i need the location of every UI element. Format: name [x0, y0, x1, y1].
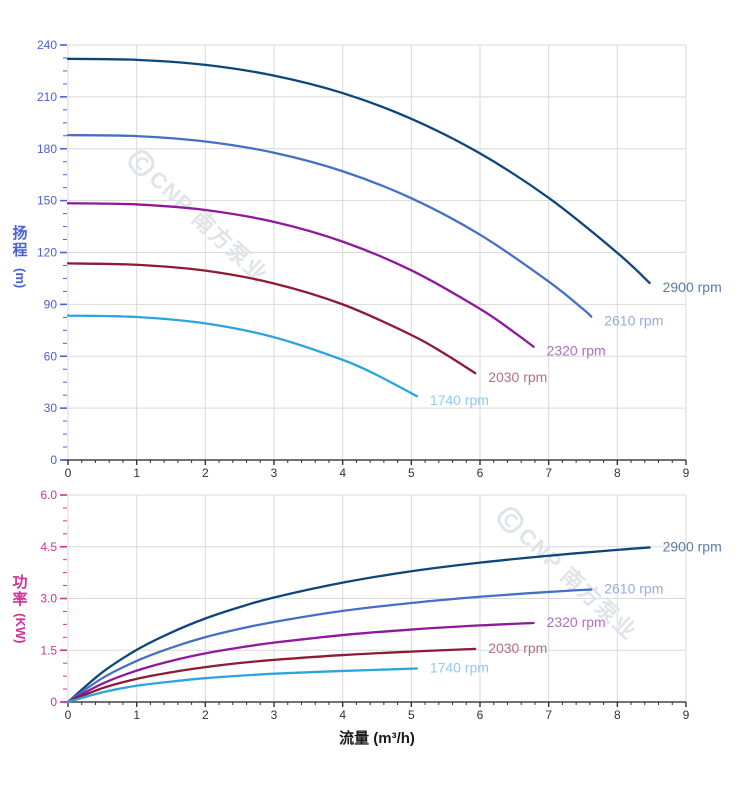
x-tick-label: 0 — [65, 466, 72, 480]
y-tick-label: 0 — [50, 695, 57, 709]
curve-2030-rpm — [66, 262, 477, 375]
flow-axis-title: 流量 (m³/h) — [339, 730, 415, 747]
cnp-logo-icon — [497, 507, 524, 534]
y-tick-label: 240 — [37, 38, 57, 52]
x-tick-label: 3 — [271, 708, 278, 722]
curve-1740-rpm — [66, 314, 418, 398]
y-axis: 0 1.5 3.0 4.5 6.0 — [40, 488, 67, 709]
head-axis-title: 扬程 (m) — [6, 225, 34, 288]
y-tick-label: 30 — [44, 401, 58, 415]
y-tick-label: 210 — [37, 90, 57, 104]
x-axis: 0 1 2 3 4 5 6 7 8 9 — [62, 459, 690, 480]
series-2030-rpm: 2030 rpm — [66, 640, 547, 704]
series-label-2030-rpm: 2030 rpm — [488, 369, 547, 385]
x-tick-label: 5 — [408, 466, 415, 480]
gridlines — [67, 44, 687, 460]
series-2610-rpm: 2610 rpm — [66, 581, 663, 704]
series-1740-rpm: 1740 rpm — [66, 314, 489, 408]
series-2030-rpm: 2030 rpm — [66, 262, 547, 385]
series-label-2030-rpm: 2030 rpm — [488, 640, 547, 656]
series-label-2320-rpm: 2320 rpm — [547, 614, 606, 630]
x-tick-label: 3 — [271, 466, 278, 480]
power-axis-unit: (KW) — [13, 613, 29, 644]
y-tick-label: 60 — [44, 349, 58, 363]
y-tick-label: 0 — [50, 453, 57, 467]
x-tick-label: 9 — [683, 466, 690, 480]
curve-2320-rpm — [66, 621, 535, 704]
y-tick-label: 3.0 — [40, 592, 57, 606]
y-tick-label: 180 — [37, 142, 57, 156]
curve-2610-rpm — [66, 588, 593, 704]
y-tick-label: 150 — [37, 194, 57, 208]
y-tick-label: 120 — [37, 246, 57, 260]
y-tick-label: 90 — [44, 297, 58, 311]
x-tick-label: 6 — [477, 708, 484, 722]
curve-2900-rpm — [66, 57, 651, 285]
series-1740-rpm: 1740 rpm — [66, 660, 489, 704]
watermark-text: CNP 南方泵业 — [144, 166, 272, 288]
y-tick-label: 4.5 — [40, 540, 57, 554]
series-2900-rpm: 2900 rpm — [66, 57, 722, 295]
gridlines — [67, 494, 687, 702]
x-tick-label: 7 — [545, 466, 552, 480]
series-label-1740-rpm: 1740 rpm — [430, 392, 489, 408]
x-axis: 0 1 2 3 4 5 6 7 8 9 — [62, 701, 690, 722]
x-tick-label: 2 — [202, 708, 209, 722]
series-2900-rpm: 2900 rpm — [66, 538, 722, 704]
x-tick-label: 8 — [614, 708, 621, 722]
series-2320-rpm: 2320 rpm — [66, 202, 606, 359]
series-label-2320-rpm: 2320 rpm — [547, 343, 606, 359]
curve-2900-rpm — [66, 546, 651, 704]
x-tick-label: 7 — [545, 708, 552, 722]
x-tick-label: 4 — [339, 708, 346, 722]
series-2320-rpm: 2320 rpm — [66, 614, 606, 704]
x-tick-label: 8 — [614, 466, 621, 480]
power-axis-title-text: 功率 — [12, 574, 28, 608]
series-label-1740-rpm: 1740 rpm — [430, 660, 489, 676]
curve-2030-rpm — [66, 647, 477, 704]
cnp-logo-icon — [128, 150, 155, 177]
head-axis-title-text: 扬程 — [12, 225, 28, 259]
y-tick-label: 1.5 — [40, 643, 57, 657]
series-label-2610-rpm: 2610 rpm — [604, 581, 663, 597]
power-axis-title: 功率 (KW) — [6, 574, 34, 643]
curve-1740-rpm — [66, 667, 418, 704]
x-tick-label: 0 — [65, 708, 72, 722]
y-axis: 0 30 60 90 120 150 180 210 240 — [37, 38, 67, 467]
x-tick-label: 5 — [408, 708, 415, 722]
curve-2320-rpm — [66, 202, 535, 348]
curve-2610-rpm — [66, 133, 593, 318]
series-label-2900-rpm: 2900 rpm — [663, 538, 722, 554]
series-label-2610-rpm: 2610 rpm — [604, 313, 663, 329]
series-label-2900-rpm: 2900 rpm — [663, 279, 722, 295]
y-tick-label: 6.0 — [40, 488, 57, 502]
series-2610-rpm: 2610 rpm — [66, 133, 663, 329]
x-tick-label: 6 — [477, 466, 484, 480]
x-tick-label: 9 — [683, 708, 690, 722]
x-tick-label: 1 — [133, 466, 140, 480]
x-tick-label: 2 — [202, 466, 209, 480]
x-tick-label: 4 — [339, 466, 346, 480]
x-tick-label: 1 — [133, 708, 140, 722]
head-axis-unit: (m) — [13, 268, 29, 289]
